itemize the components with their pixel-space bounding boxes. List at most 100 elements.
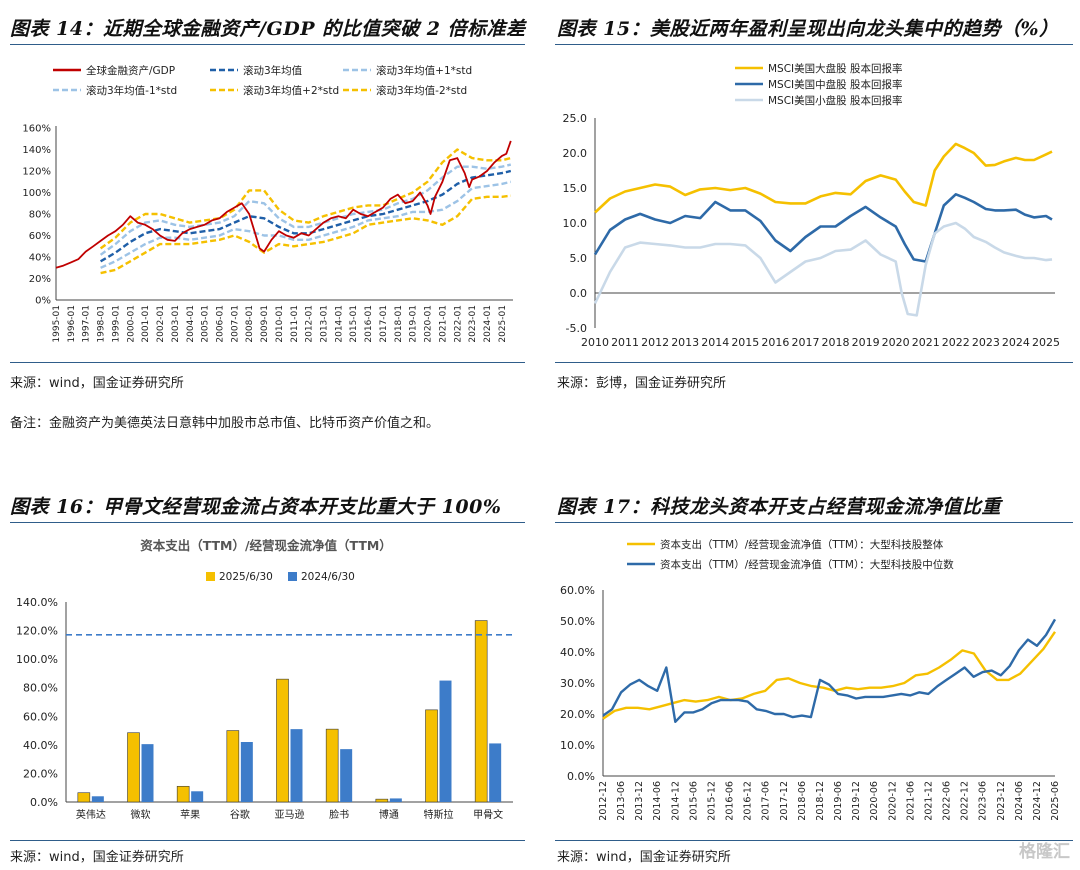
series-14-4 — [99, 148, 512, 250]
series-15-0 — [594, 142, 1053, 214]
series-14-1 — [99, 169, 512, 263]
panel-title-14: 图表 14：近期全球金融资产/GDP 的比值突破 2 倍标准差 — [10, 18, 526, 40]
x-tick-15: 2016 — [761, 336, 789, 349]
x-tick-15: 2023 — [972, 336, 1000, 349]
series-14-5 — [100, 194, 511, 275]
legend-15-0-label: MSCI美国大盘股 股本回报率 — [768, 62, 903, 75]
bar-16-1 — [340, 749, 353, 802]
x-tick-14: 2021-01 — [438, 305, 448, 343]
legend-14-0-label: 全球金融资产/GDP — [86, 64, 175, 77]
y-tick-15: 0.0 — [570, 287, 588, 300]
x-tick-17: 2021-06 — [905, 781, 916, 821]
category-label-16: 甲骨文 — [473, 808, 503, 821]
bar-16-0 — [325, 728, 339, 803]
x-tick-14: 1996-01 — [67, 305, 77, 343]
series-17-0 — [602, 631, 1056, 720]
category-label-16: 微软 — [131, 808, 151, 821]
y-tick-14: 160% — [22, 124, 51, 135]
x-tick-17: 2022-06 — [942, 781, 953, 821]
y-tick-15: 10.0 — [563, 217, 588, 230]
category-label-16: 苹果 — [180, 808, 200, 821]
x-tick-14: 2005-01 — [201, 305, 211, 343]
x-tick-15: 2014 — [701, 336, 729, 349]
y-tick-14: 80% — [29, 210, 51, 221]
bar-16-0 — [176, 785, 190, 803]
source-rule-17 — [555, 840, 1073, 841]
title-rule-14 — [10, 44, 525, 45]
y-tick-14: 0% — [35, 296, 51, 307]
source-14: 来源：wind，国金证券研究所 — [10, 376, 184, 391]
y-tick-14: 60% — [29, 231, 51, 242]
x-tick-15: 2012 — [641, 336, 669, 349]
note-14: 备注：金融资产为美德英法日意韩中加股市总市值、比特币资产价值之和。 — [10, 416, 440, 431]
bar-16-1 — [290, 729, 303, 802]
legend-15-2-label: MSCI美国小盘股 股本回报率 — [768, 94, 903, 107]
bar-16-1 — [439, 680, 452, 802]
x-tick-14: 2009-01 — [260, 305, 270, 343]
source-17: 来源：wind，国金证券研究所 — [557, 850, 731, 865]
x-tick-14: 2015-01 — [349, 305, 359, 343]
x-tick-17: 2017-06 — [761, 781, 772, 821]
y-tick-16: 20.0% — [23, 767, 58, 780]
title-rule-16 — [10, 522, 525, 523]
category-label-16: 特斯拉 — [424, 808, 454, 821]
x-tick-14: 2025-01 — [498, 305, 508, 343]
bar-16-0 — [425, 709, 438, 803]
x-tick-17: 2014-06 — [652, 781, 663, 821]
x-tick-17: 2016-12 — [743, 781, 754, 821]
x-tick-17: 2012-12 — [598, 781, 609, 821]
x-tick-15: 2017 — [791, 336, 819, 349]
x-tick-14: 2013-01 — [320, 305, 330, 343]
bar-16-1 — [389, 798, 402, 802]
x-tick-14: 2003-01 — [171, 305, 181, 343]
series-15-2 — [593, 221, 1053, 317]
series-17-1 — [602, 618, 1057, 724]
category-label-16: 亚马逊 — [275, 809, 305, 821]
chart-17-tech-capex-ratio: 资本支出（TTM）/经营现金流净值（TTM）：大型科技股整体资本支出（TTM）/… — [560, 538, 1061, 821]
source-15: 来源：彭博，国金证券研究所 — [557, 376, 727, 391]
y-tick-15: -5.0 — [566, 322, 587, 335]
chart-14-global-assets-gdp: 全球金融资产/GDP 滚动3年均值 滚动3年均值+1*std 滚动3年均值-1*std… — [22, 64, 513, 343]
x-tick-17: 2018-12 — [815, 781, 826, 821]
y-tick-16: 80.0% — [23, 682, 58, 695]
x-tick-15: 2025 — [1032, 336, 1060, 349]
y-tick-17: 0.0% — [567, 770, 595, 783]
x-tick-14: 2002-01 — [156, 305, 166, 343]
x-tick-17: 2017-12 — [779, 781, 790, 821]
x-tick-17: 2023-06 — [978, 781, 989, 821]
x-tick-14: 1999-01 — [111, 305, 121, 343]
x-tick-17: 2019-06 — [833, 781, 844, 821]
bar-16-1 — [191, 791, 204, 802]
y-tick-14: 120% — [22, 167, 51, 178]
x-tick-14: 2024-01 — [483, 305, 493, 343]
source-rule-14 — [10, 362, 525, 363]
bar-16-1 — [91, 796, 104, 802]
x-tick-17: 2024-06 — [1014, 781, 1025, 821]
y-tick-17: 10.0% — [560, 739, 595, 752]
x-tick-15: 2022 — [942, 336, 970, 349]
x-tick-15: 2015 — [731, 336, 759, 349]
x-tick-15: 2021 — [912, 336, 940, 349]
x-tick-17: 2015-12 — [706, 781, 717, 821]
x-tick-15: 2013 — [671, 336, 699, 349]
bar-16-0 — [474, 620, 488, 803]
watermark-logo: 格隆汇 — [1019, 842, 1070, 862]
x-tick-14: 2004-01 — [186, 305, 196, 343]
x-tick-17: 2018-06 — [797, 781, 808, 821]
y-tick-15: 15.0 — [563, 182, 588, 195]
y-tick-14: 100% — [22, 188, 51, 199]
x-tick-15: 2010 — [581, 336, 609, 349]
x-tick-17: 2016-06 — [725, 781, 736, 821]
x-tick-17: 2013-06 — [616, 781, 627, 821]
x-tick-14: 2007-01 — [230, 305, 240, 343]
chart-15-msci-roe: MSCI美国大盘股 股本回报率 MSCI美国中盘股 股本回报率 MSCI美国小盘股 … — [563, 62, 1060, 349]
legend-14-2-label: 滚动3年均值+1*std — [376, 64, 472, 77]
title-rule-17 — [555, 522, 1073, 523]
x-tick-14: 2022-01 — [453, 305, 463, 343]
bar-16-1 — [141, 744, 154, 802]
source-16: 来源：wind，国金证券研究所 — [10, 850, 184, 865]
y-tick-17: 40.0% — [560, 646, 595, 659]
series-15-1 — [593, 193, 1053, 263]
bar-16-0 — [77, 792, 91, 803]
x-tick-15: 2011 — [611, 336, 639, 349]
